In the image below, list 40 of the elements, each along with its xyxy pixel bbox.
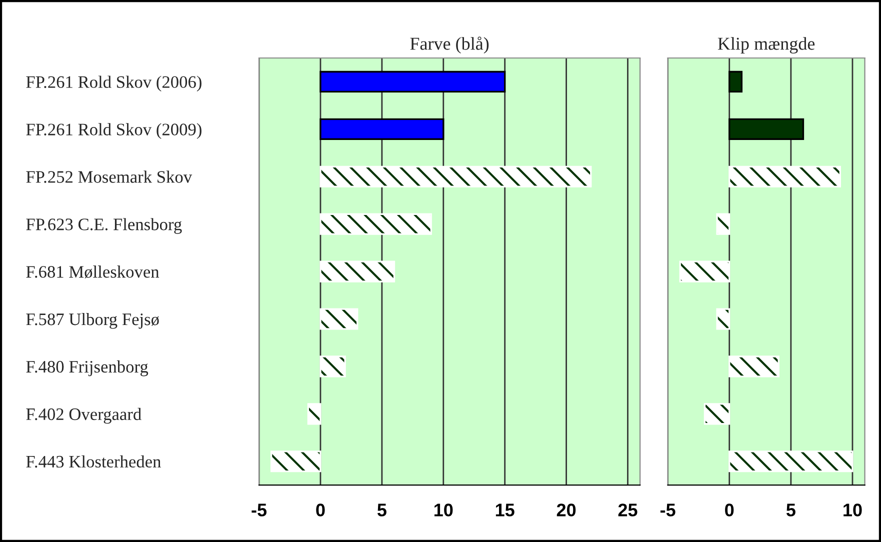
bar bbox=[728, 118, 804, 140]
x-tick-label: 0 bbox=[725, 504, 734, 516]
x-tick-label: -5 bbox=[660, 504, 676, 516]
y-tick-label: F.443 Klosterheden bbox=[26, 455, 161, 468]
y-tick-label: FP.623 C.E. Flensborg bbox=[26, 218, 182, 234]
x-tick-label: 10 bbox=[434, 504, 453, 516]
y-tick-label: F.681 Mølleskoven bbox=[26, 266, 160, 278]
x-tick-label: 10 bbox=[844, 504, 862, 516]
bar bbox=[728, 356, 780, 378]
y-tick-label: FP.261 Rold Skov (2006) bbox=[26, 76, 202, 92]
x-tick-label: 0 bbox=[316, 504, 325, 516]
x-tick-label: 5 bbox=[786, 504, 796, 516]
bar bbox=[320, 166, 592, 188]
bar bbox=[320, 308, 358, 330]
bar bbox=[320, 70, 506, 93]
bar bbox=[270, 450, 322, 472]
y-tick-label: F.402 Overgaard bbox=[26, 408, 142, 424]
x-tick-label: 25 bbox=[618, 504, 638, 516]
bar bbox=[320, 213, 432, 235]
y-tick-label: F.480 Frijsenborg bbox=[26, 360, 148, 376]
bar bbox=[716, 308, 730, 330]
x-tick-label: 20 bbox=[556, 504, 576, 516]
bar bbox=[716, 213, 730, 235]
bar bbox=[728, 70, 743, 93]
y-tick-label: FP.261 Rold Skov (2009) bbox=[26, 123, 202, 139]
bar bbox=[320, 118, 444, 140]
chart-title: Farve (blå) bbox=[410, 36, 489, 54]
y-tick-label: FP.252 Mosemark Skov bbox=[26, 170, 192, 183]
bar bbox=[679, 260, 730, 282]
bar bbox=[307, 403, 322, 425]
bar bbox=[320, 356, 346, 378]
chart-title: Klip mængde bbox=[718, 37, 815, 54]
y-tick-label: F.587 Ulborg Fejsø bbox=[26, 312, 159, 329]
bar bbox=[728, 166, 841, 188]
bar bbox=[704, 403, 730, 425]
x-tick-label: 5 bbox=[377, 504, 386, 516]
bar bbox=[728, 450, 854, 472]
bar bbox=[320, 260, 396, 282]
x-tick-label: 15 bbox=[496, 504, 514, 516]
x-tick-label: -5 bbox=[252, 504, 267, 516]
